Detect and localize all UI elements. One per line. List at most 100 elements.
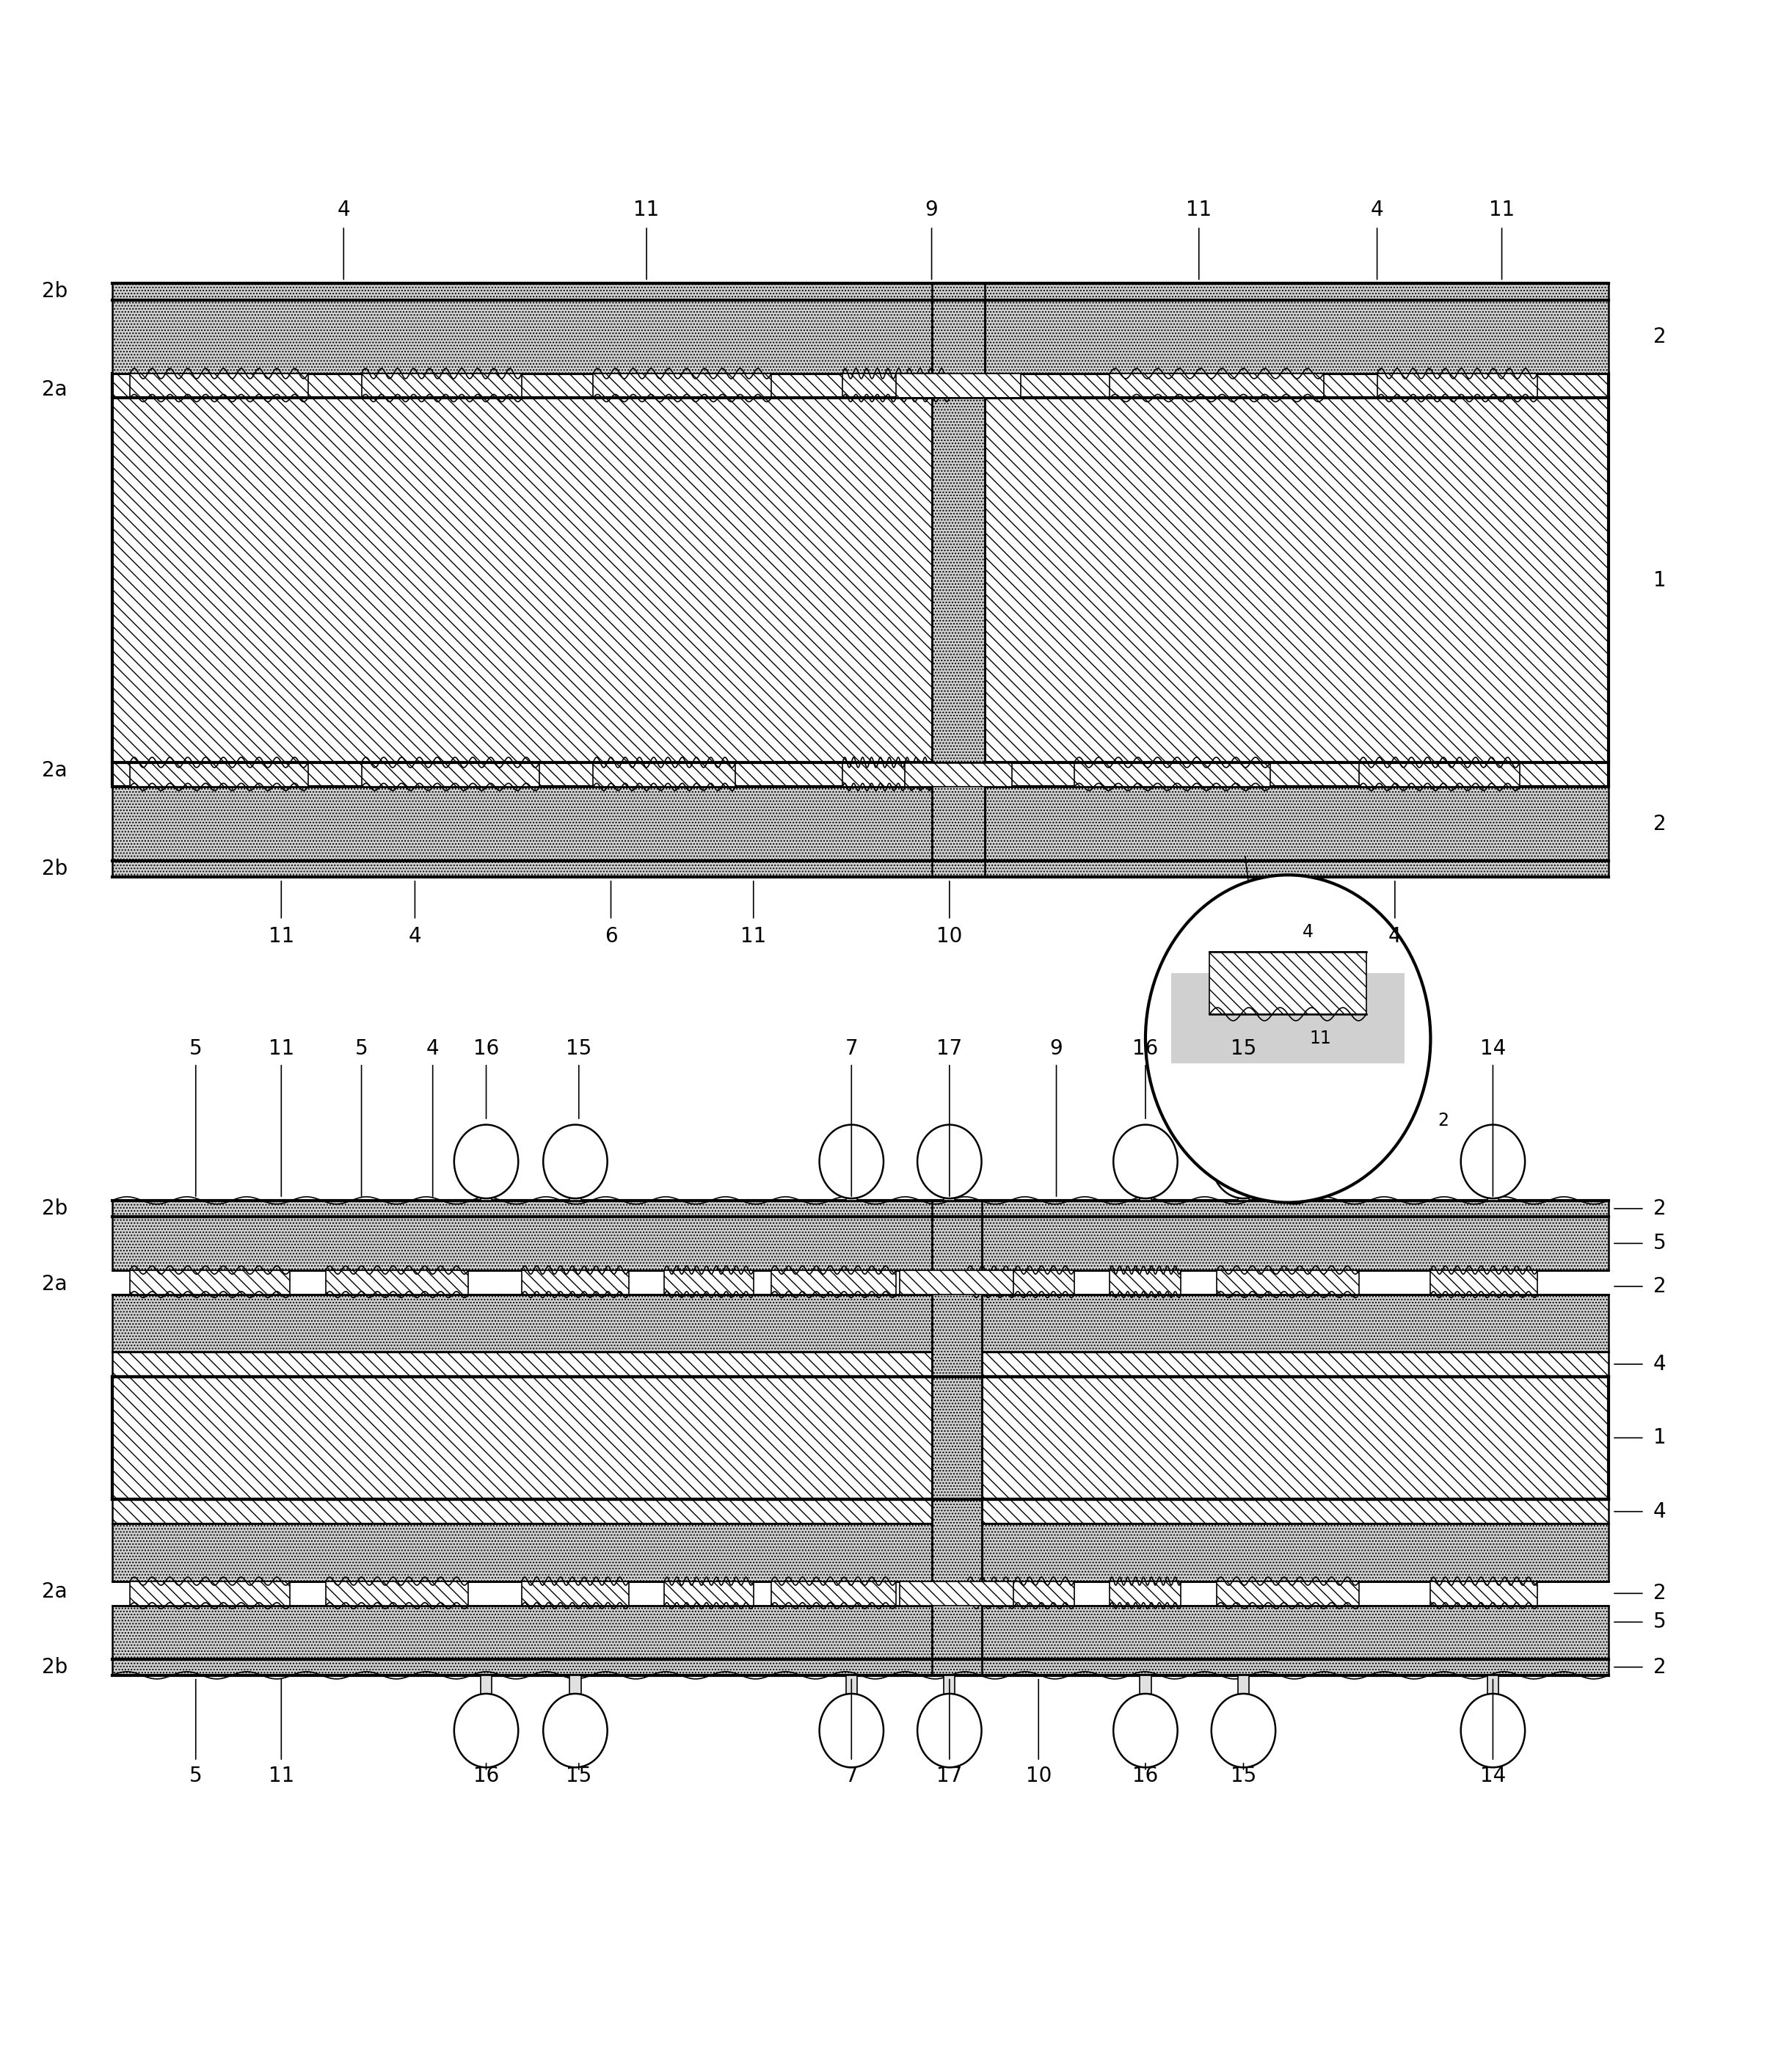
Text: 4: 4 — [1389, 926, 1401, 946]
Text: 5: 5 — [190, 1765, 202, 1785]
Bar — [480, 1187, 491, 1201]
Bar — [1073, 763, 1271, 788]
Bar — [113, 1218, 1609, 1269]
Bar — [1430, 1269, 1538, 1294]
Text: 2b: 2b — [41, 282, 68, 302]
Circle shape — [1113, 1125, 1177, 1199]
Bar — [326, 1269, 468, 1294]
Bar — [1109, 1582, 1181, 1607]
Text: 11: 11 — [740, 926, 767, 946]
Text: 16: 16 — [1133, 1039, 1158, 1059]
Text: 15: 15 — [1231, 1039, 1256, 1059]
Bar — [944, 1187, 955, 1201]
Bar — [113, 788, 1609, 860]
Text: 2: 2 — [1654, 1275, 1667, 1296]
Text: 10: 10 — [1025, 1765, 1052, 1785]
Text: 7: 7 — [846, 1765, 858, 1785]
Bar — [900, 1269, 1014, 1294]
Text: 11: 11 — [634, 200, 659, 220]
Text: 14: 14 — [1480, 1765, 1505, 1785]
Circle shape — [1460, 1693, 1525, 1767]
Bar — [113, 374, 1609, 788]
Bar — [932, 300, 986, 860]
Bar — [129, 1269, 290, 1294]
Bar — [842, 374, 950, 399]
Text: 4: 4 — [1654, 1354, 1667, 1374]
Bar — [570, 1674, 581, 1705]
Text: 2a: 2a — [41, 1582, 68, 1602]
Text: 1: 1 — [1654, 1428, 1667, 1448]
Text: 2b: 2b — [41, 858, 68, 878]
Bar — [113, 1500, 1609, 1524]
Bar — [521, 1582, 629, 1607]
Bar — [905, 763, 1012, 788]
Text: 9: 9 — [925, 200, 939, 220]
Text: 15: 15 — [566, 1765, 591, 1785]
Bar — [896, 374, 1021, 399]
Circle shape — [1211, 1693, 1276, 1767]
Bar — [944, 1674, 955, 1705]
Circle shape — [543, 1693, 607, 1767]
Bar — [1140, 1674, 1150, 1705]
Bar — [362, 374, 521, 399]
Bar — [771, 1582, 896, 1607]
Text: 2a: 2a — [41, 761, 68, 782]
Text: 15: 15 — [1231, 1765, 1256, 1785]
Text: 14: 14 — [1480, 1039, 1505, 1059]
Text: 11: 11 — [1310, 1031, 1331, 1047]
Bar — [665, 1582, 753, 1607]
Text: 1: 1 — [1654, 570, 1667, 590]
Circle shape — [1145, 874, 1430, 1203]
Text: 2: 2 — [1654, 1656, 1667, 1676]
Bar — [771, 1269, 896, 1294]
Bar — [326, 1582, 468, 1607]
Bar — [480, 1674, 491, 1705]
Circle shape — [1113, 1693, 1177, 1767]
Text: 15: 15 — [566, 1039, 591, 1059]
Bar — [1487, 1674, 1498, 1705]
Bar — [1109, 374, 1324, 399]
Circle shape — [819, 1125, 883, 1199]
Text: 4: 4 — [409, 926, 421, 946]
Text: 16: 16 — [473, 1039, 500, 1059]
Text: 6: 6 — [604, 926, 618, 946]
Text: 5: 5 — [355, 1039, 367, 1059]
Bar — [113, 1524, 1609, 1582]
Bar — [1210, 952, 1366, 1014]
Text: 16: 16 — [1133, 1765, 1158, 1785]
Text: 11: 11 — [269, 926, 294, 946]
Bar — [1238, 1187, 1249, 1201]
Text: 16: 16 — [473, 1765, 500, 1785]
Text: 4: 4 — [1303, 924, 1314, 942]
Text: 2: 2 — [1654, 815, 1667, 833]
Bar — [1430, 1582, 1538, 1607]
Bar — [1487, 1187, 1498, 1201]
Bar — [113, 860, 1609, 876]
Text: 11: 11 — [1489, 200, 1514, 220]
Bar — [113, 1351, 1609, 1376]
Bar — [846, 1674, 857, 1705]
Bar — [113, 1607, 1609, 1658]
Text: 17: 17 — [937, 1765, 962, 1785]
Text: 5: 5 — [1654, 1613, 1667, 1633]
Text: 2: 2 — [1654, 1199, 1667, 1220]
Bar — [1140, 1187, 1150, 1201]
Text: 4: 4 — [337, 200, 349, 220]
Bar — [1360, 763, 1520, 788]
Circle shape — [1211, 1125, 1276, 1199]
Bar — [1172, 973, 1405, 1063]
Bar — [665, 1269, 753, 1294]
Bar — [1238, 1674, 1249, 1705]
Bar — [1217, 1269, 1360, 1294]
Bar — [593, 374, 771, 399]
Text: 2a: 2a — [41, 381, 68, 401]
Text: 2b: 2b — [41, 1656, 68, 1676]
Text: 11: 11 — [1186, 200, 1211, 220]
Bar — [113, 284, 1609, 300]
Text: 5: 5 — [190, 1039, 202, 1059]
Bar — [113, 1376, 1609, 1500]
Bar — [113, 1658, 1609, 1674]
Bar — [113, 1294, 1609, 1351]
Text: 4: 4 — [426, 1039, 439, 1059]
Text: 17: 17 — [937, 1039, 962, 1059]
